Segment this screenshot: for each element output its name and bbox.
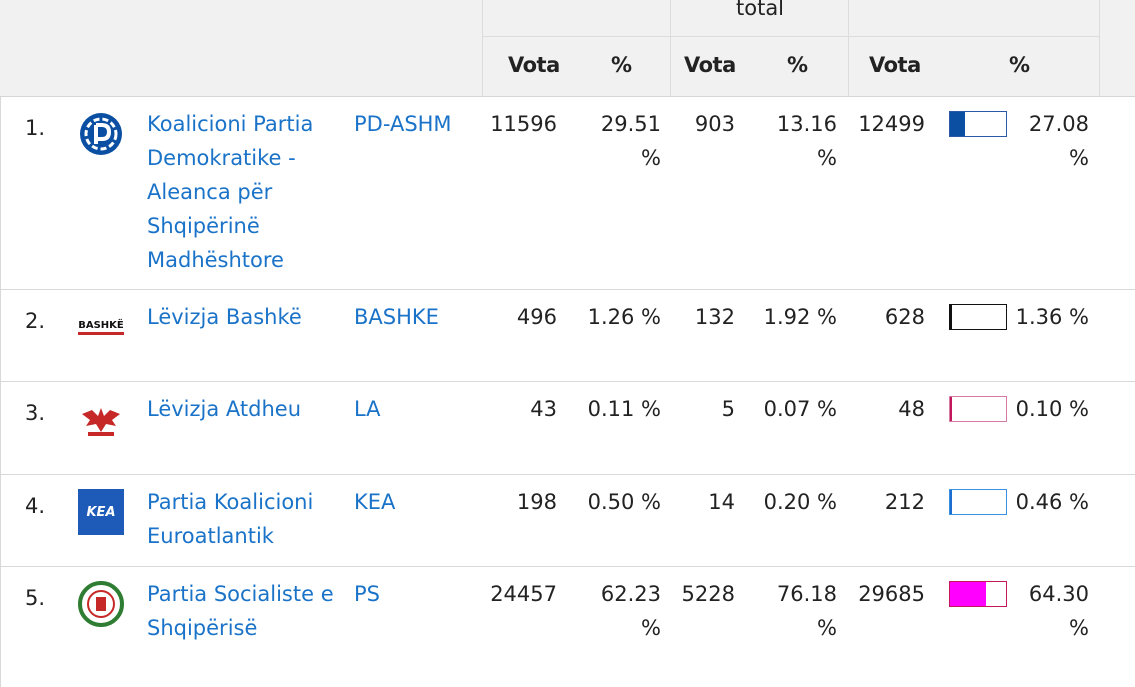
percent-value: 0.07 % <box>763 397 837 421</box>
percent-bar <box>949 489 1007 515</box>
group-label-total: total <box>736 0 785 20</box>
atdheu-eagle-logo-icon <box>82 408 120 436</box>
row-rank: 3. <box>25 401 46 425</box>
kea-logo-icon: KEA <box>78 489 124 535</box>
percent-value: 0.50 % <box>587 490 661 514</box>
total-percent-value: 0.10 % <box>1015 397 1089 421</box>
header-divider <box>482 0 483 96</box>
votes-value: 24457 <box>490 582 557 606</box>
percent-bar <box>949 111 1007 137</box>
total-votes-value: 12499 <box>858 112 925 136</box>
header-divider <box>1099 0 1100 96</box>
votes-value: 198 <box>516 490 557 514</box>
party-name-link[interactable]: Lëvizja Atdheu <box>147 397 302 421</box>
table-row: 4. KEA Partia Koalicioni Euroatlantik KE… <box>0 475 1135 567</box>
votes-value: 14 <box>708 490 735 514</box>
total-votes-value: 628 <box>884 305 925 329</box>
row-rank: 4. <box>25 494 46 518</box>
table-row: 3. Lëvizja Atdheu LA 43 0.11 % 5 0.07 % … <box>0 382 1135 475</box>
percent-bar-fill <box>950 305 952 329</box>
table-row: 2. BASHKË Lëvizja Bashkë BASHKE 496 1.26… <box>0 290 1135 382</box>
party-abbr-link[interactable]: BASHKE <box>354 305 439 329</box>
percent-bar-fill <box>950 397 952 421</box>
percent-value: 29.51 % <box>600 112 661 170</box>
row-rank: 1. <box>25 116 46 140</box>
percent-value: 62.23 % <box>600 582 661 640</box>
percent-value: 76.18 % <box>776 582 837 640</box>
percent-bar-fill <box>950 112 966 136</box>
party-abbr-link[interactable]: KEA <box>354 490 396 514</box>
header-divider <box>670 0 671 96</box>
ps-logo-icon <box>78 581 124 627</box>
percent-bar <box>949 304 1007 330</box>
votes-value: 5 <box>721 397 735 421</box>
party-abbr-link[interactable]: PS <box>354 582 380 606</box>
kea-logo-text: KEA <box>86 504 116 520</box>
party-name-link[interactable]: Koalicioni Partia Demokratike - Aleanca … <box>147 112 314 272</box>
party-name-link[interactable]: Partia Koalicioni Euroatlantik <box>147 490 314 548</box>
total-percent-value: 1.36 % <box>1015 305 1089 329</box>
votes-value: 43 <box>530 397 557 421</box>
percent-bar-fill <box>950 490 952 514</box>
bashke-logo-icon: BASHKË <box>78 304 124 350</box>
votes-value: 132 <box>694 305 735 329</box>
header-divider <box>848 0 849 96</box>
total-votes-value: 212 <box>884 490 925 514</box>
votes-value: 903 <box>694 112 735 136</box>
total-percent-value: 27.08 % <box>1028 112 1089 170</box>
row-rank: 5. <box>25 586 46 610</box>
votes-value: 11596 <box>490 112 557 136</box>
percent-bar-fill <box>950 582 986 606</box>
table-row: 1. Koalicioni Partia Demokratike - Alean… <box>0 97 1135 290</box>
votes-value: 496 <box>516 305 557 329</box>
col-header-pct[interactable]: % <box>1009 53 1030 77</box>
votes-value: 5228 <box>681 582 735 606</box>
bashke-logo-text: BASHKË <box>78 320 124 335</box>
col-header-vota[interactable]: Vota <box>508 53 560 77</box>
percent-value: 1.92 % <box>763 305 837 329</box>
row-rank: 2. <box>25 309 46 333</box>
table-row: 5. Partia Socialiste e Shqipërisë PS 244… <box>0 567 1135 687</box>
party-abbr-link[interactable]: LA <box>354 397 381 421</box>
percent-value: 0.20 % <box>763 490 837 514</box>
col-header-pct[interactable]: % <box>611 53 632 77</box>
party-name-link[interactable]: Partia Socialiste e Shqipërisë <box>147 582 334 640</box>
total-votes-value: 48 <box>898 397 925 421</box>
percent-bar <box>949 396 1007 422</box>
percent-bar <box>949 581 1007 607</box>
party-name-link[interactable]: Lëvizja Bashkë <box>147 305 302 329</box>
percent-value: 1.26 % <box>587 305 661 329</box>
pd-logo-icon <box>80 113 122 155</box>
party-abbr-link[interactable]: PD-ASHM <box>354 112 452 136</box>
total-percent-value: 64.30 % <box>1028 582 1089 640</box>
header-divider <box>482 36 1099 37</box>
percent-value: 13.16 % <box>776 112 837 170</box>
col-header-vota[interactable]: Vota <box>869 53 921 77</box>
total-percent-value: 0.46 % <box>1015 490 1089 514</box>
col-header-pct[interactable]: % <box>787 53 808 77</box>
percent-value: 0.11 % <box>587 397 661 421</box>
table-header: total Vota % Vota % Vota % <box>0 0 1135 97</box>
col-header-vota[interactable]: Vota <box>684 53 736 77</box>
total-votes-value: 29685 <box>858 582 925 606</box>
